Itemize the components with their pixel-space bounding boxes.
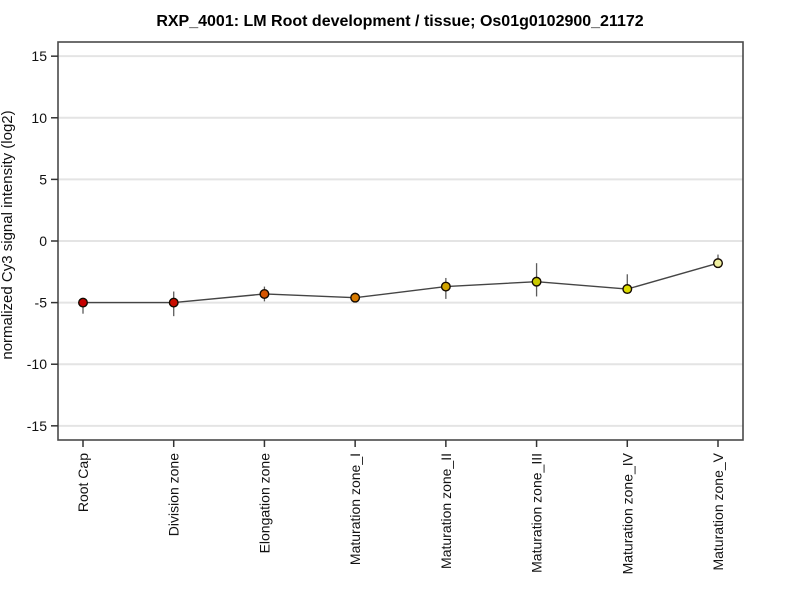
data-point-marker (350, 292, 361, 303)
y-tick-label: 5 (39, 171, 47, 187)
axes-layer: 15 10 5 0 -5 -10 -15 Root Cap Division zone Elong… (27, 48, 726, 574)
x-tick-label: Maturation zone_I (347, 453, 363, 565)
data-point-marker (77, 297, 88, 308)
y-axis-title: normalized Cy3 signal intensity (log2) (0, 110, 16, 359)
y-tick-label: 10 (31, 110, 47, 126)
x-tick-label: Elongation zone (256, 453, 272, 554)
x-tick-label: Maturation zone_III (529, 453, 545, 573)
y-tick-label: -5 (35, 295, 48, 311)
x-tick-label: Division zone (166, 453, 182, 536)
data-series-layer (77, 254, 724, 317)
y-tick-label: -10 (27, 356, 47, 372)
gridlines-layer (58, 55, 743, 427)
data-point-marker (713, 258, 724, 269)
series-line (83, 262, 719, 304)
data-point-marker (440, 281, 451, 292)
y-tick-label: 15 (31, 48, 47, 64)
x-tick-label: Maturation zone_V (710, 452, 726, 570)
data-point-marker (622, 284, 633, 295)
y-tick-label: -15 (27, 418, 47, 434)
data-point-marker (531, 276, 542, 287)
chart-title: RXP_4001: LM Root development / tissue; … (156, 13, 643, 30)
y-tick-label: 0 (39, 233, 47, 249)
x-tick-label: Root Cap (75, 453, 91, 512)
x-tick-label: Maturation zone_IV (619, 452, 635, 574)
data-point-marker (259, 288, 270, 299)
x-tick-label: Maturation zone_II (438, 453, 454, 569)
data-point-marker (168, 297, 179, 308)
